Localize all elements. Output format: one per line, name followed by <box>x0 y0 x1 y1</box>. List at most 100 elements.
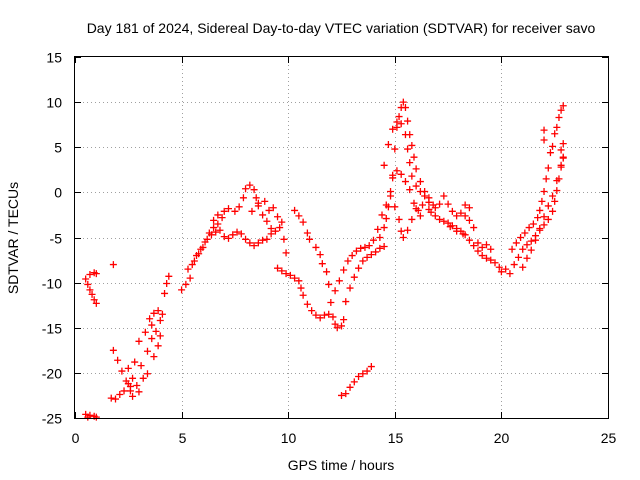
ticks-layer: 0 5 10 15 20 25 -25 -20 -15 -10 -5 0 5 10 15 <box>42 50 617 447</box>
data-point <box>404 117 412 125</box>
data-point <box>406 186 414 194</box>
data-point <box>382 215 390 223</box>
data-point <box>540 126 548 134</box>
x-tick-label: 0 <box>72 430 80 446</box>
data-point <box>303 300 311 308</box>
grid-layer <box>75 57 608 418</box>
data-point <box>278 267 286 275</box>
data-point <box>280 235 288 243</box>
data-point <box>497 268 505 276</box>
data-point <box>404 226 412 234</box>
data-point <box>436 200 444 208</box>
data-point <box>248 207 256 215</box>
data-point <box>482 241 490 249</box>
x-axis-label: GPS time / hours <box>288 457 395 473</box>
data-point <box>453 212 461 220</box>
data-point <box>355 372 363 380</box>
data-point <box>184 265 192 273</box>
data-point <box>220 207 228 215</box>
data-point <box>303 229 311 237</box>
data-point <box>263 235 271 243</box>
data-point <box>391 145 399 153</box>
data-point <box>282 249 290 257</box>
data-point <box>359 257 367 265</box>
data-point <box>408 215 416 223</box>
data-point <box>246 239 254 247</box>
data-point <box>502 265 510 273</box>
data-point <box>380 161 388 169</box>
data-point <box>350 378 358 386</box>
data-point <box>323 268 331 276</box>
data-point <box>299 291 307 299</box>
y-tick-label: -25 <box>42 411 62 427</box>
data-point <box>549 192 557 200</box>
data-point <box>359 370 367 378</box>
data-point <box>342 390 350 398</box>
data-point <box>124 364 132 372</box>
data-point <box>404 145 412 153</box>
data-point <box>274 264 282 272</box>
data-point <box>154 307 162 315</box>
data-point <box>250 242 258 250</box>
data-point <box>150 309 158 317</box>
data-point <box>534 214 542 222</box>
data-point <box>412 205 420 213</box>
data-point <box>406 159 414 167</box>
data-point <box>416 178 424 186</box>
data-point <box>306 235 314 243</box>
data-point <box>120 387 128 395</box>
data-point <box>295 277 303 285</box>
data-point <box>141 328 149 336</box>
data-point <box>242 235 250 243</box>
data-point <box>218 214 226 222</box>
data-point <box>523 241 531 249</box>
data-point <box>139 374 147 382</box>
y-tick-label: -5 <box>50 231 63 247</box>
series-cluster-d <box>107 272 173 403</box>
data-point <box>401 178 409 186</box>
data-point <box>350 273 358 281</box>
data-point <box>519 245 527 253</box>
data-point <box>320 311 328 319</box>
data-point <box>532 236 540 244</box>
series-cluster-c <box>109 261 117 269</box>
data-point <box>286 271 294 279</box>
data-point <box>487 256 495 264</box>
data-point <box>267 224 275 232</box>
data-point <box>242 185 250 193</box>
data-point <box>512 239 520 247</box>
data-point <box>118 367 126 375</box>
data-point <box>161 289 169 297</box>
data-point <box>254 199 262 207</box>
data-point <box>395 215 403 223</box>
data-point <box>519 263 527 271</box>
data-point <box>431 204 439 212</box>
data-point <box>318 260 326 268</box>
series-cluster-g <box>338 363 375 399</box>
data-point <box>269 204 277 212</box>
data-point <box>207 231 215 239</box>
data-point <box>92 299 100 307</box>
data-point <box>376 244 384 252</box>
data-point <box>133 382 141 390</box>
data-point <box>190 257 198 265</box>
data-point <box>557 146 565 154</box>
data-point <box>203 235 211 243</box>
data-point <box>82 275 90 283</box>
data-point <box>92 270 100 278</box>
data-point <box>148 335 156 343</box>
data-point <box>199 243 207 251</box>
data-point <box>523 254 531 262</box>
data-point <box>551 197 559 205</box>
plot-frame <box>74 56 609 419</box>
points-layer <box>82 98 567 421</box>
data-point <box>378 211 386 219</box>
data-point <box>252 194 260 202</box>
data-point <box>425 198 433 206</box>
data-point <box>297 284 305 292</box>
data-point <box>555 113 563 121</box>
data-point <box>387 187 395 195</box>
data-point <box>527 246 535 254</box>
data-point <box>233 228 241 236</box>
